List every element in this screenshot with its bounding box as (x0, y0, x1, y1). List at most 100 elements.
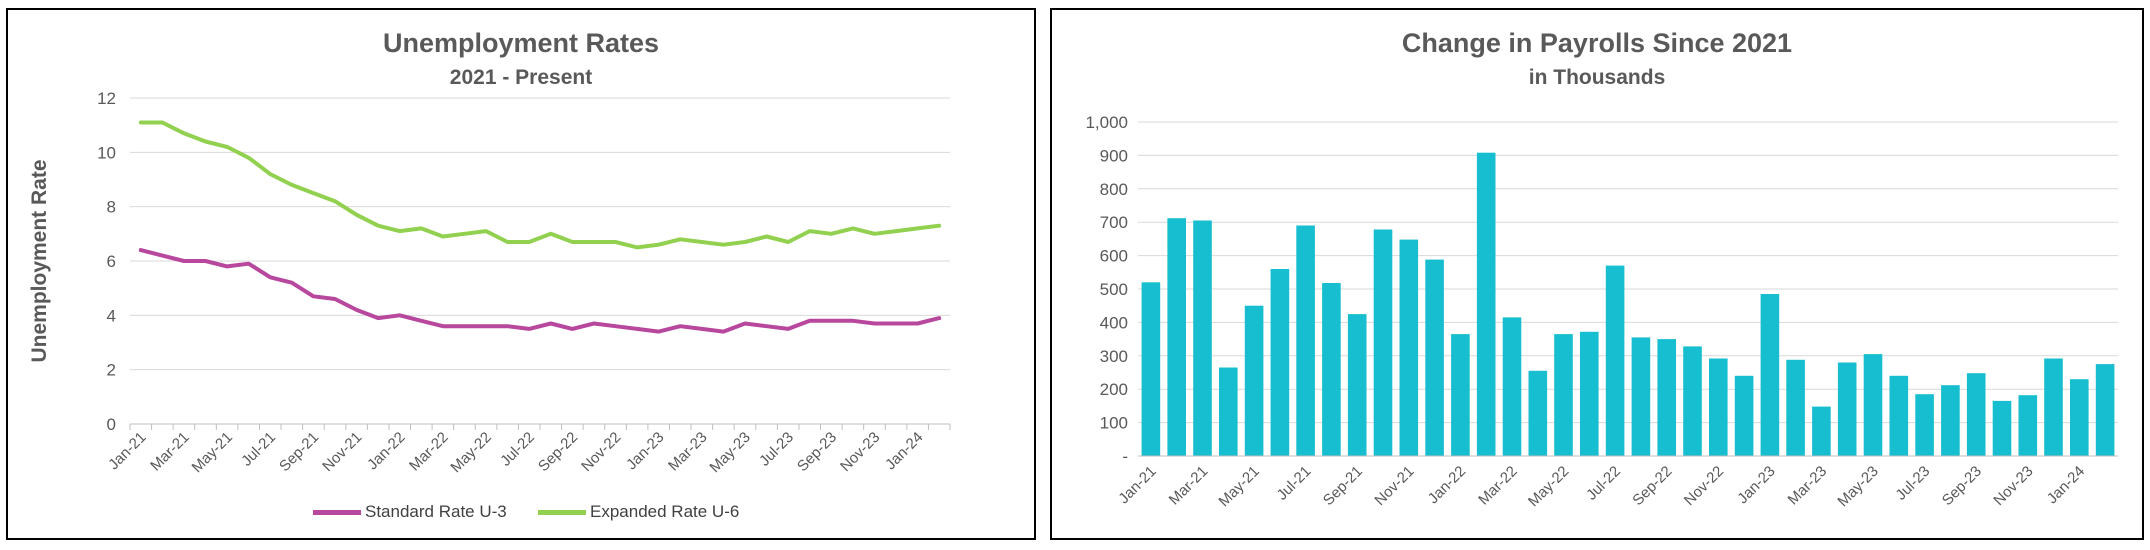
bar (1347, 314, 1367, 456)
y-tick-label: 600 (1100, 247, 1128, 266)
bar (1425, 259, 1444, 456)
bar (1476, 152, 1496, 456)
bar (1631, 337, 1651, 456)
bar (1709, 358, 1728, 456)
chart-title: Change in Payrolls Since 2021 (1401, 28, 1793, 58)
x-tick-label: Sep-22 (535, 429, 581, 475)
x-tick-label: Nov-22 (1681, 463, 1727, 509)
chart-subtitle: 2021 - Present (449, 66, 593, 89)
bar (1244, 305, 1264, 456)
x-tick-label: Nov-21 (1371, 463, 1417, 509)
payrolls-chart-panel: Change in Payrolls Since 2021 in Thousan… (1050, 8, 2144, 540)
bar (1296, 225, 1315, 456)
bar (1992, 400, 2012, 456)
y-tick-label: 300 (1100, 347, 1128, 366)
x-tick-label: Nov-23 (1990, 463, 2036, 509)
bar (2018, 395, 2038, 456)
x-tick-label: Mar-23 (665, 429, 711, 475)
x-tick-label: Sep-23 (794, 429, 840, 475)
x-tick-label: Jan-22 (364, 429, 408, 473)
y-tick-label: 700 (1100, 213, 1128, 232)
x-tick-label: Jul-21 (1274, 463, 1315, 504)
x-tick-label: May-22 (1525, 463, 1572, 510)
chart-subtitle: in Thousands (1528, 66, 1666, 89)
x-tick-label: May-21 (1215, 463, 1262, 510)
x-tick-label: Nov-21 (319, 429, 365, 475)
bar (1941, 385, 1960, 456)
bar (1657, 339, 1676, 456)
bar (1373, 229, 1393, 456)
x-tick-label: Jan-23 (623, 429, 667, 473)
bar (1889, 375, 1909, 456)
bar (1451, 334, 1470, 456)
bar (1683, 346, 1702, 456)
y-tick-label: 500 (1100, 280, 1128, 299)
y-tick-label: 8 (107, 198, 116, 217)
x-tick-label: May-21 (189, 429, 236, 476)
y-tick-label: 900 (1100, 146, 1128, 165)
bar (1322, 283, 1341, 456)
bar (1837, 362, 1857, 456)
bar (1270, 269, 1290, 456)
y-tick-label: 0 (107, 415, 116, 434)
x-tick-label: Jul-21 (238, 429, 279, 470)
unemployment-chart-panel: Unemployment Rates 2021 - Present 0 2 4 6 8 1… (6, 8, 1036, 540)
x-tick-label: Jan-24 (882, 429, 926, 473)
x-tick-label: Sep-22 (1629, 463, 1675, 509)
legend-swatch-u3 (313, 509, 361, 515)
y-tick-label: 12 (97, 89, 116, 108)
x-tick-label: May-23 (706, 429, 753, 476)
bar (1219, 367, 1238, 456)
x-tick-label: Jul-23 (1892, 463, 1933, 504)
x-tick-label: Jan-24 (2044, 463, 2088, 507)
bar (1167, 218, 1186, 456)
bar (1580, 331, 1599, 456)
legend-item-u3: Standard Rate U-3 (313, 502, 507, 522)
y-tick-label: 4 (107, 306, 116, 325)
bar (1915, 394, 1934, 456)
y-axis-label: Unemployment Rate (28, 159, 51, 362)
series-line-u3 (138, 248, 942, 334)
legend-label-u6: Expanded Rate U-6 (590, 502, 740, 521)
x-tick-label: Jan-22 (1425, 463, 1469, 507)
y-tick-label: - (1122, 447, 1128, 466)
x-tick-label: May-23 (1834, 463, 1881, 510)
bar (2070, 379, 2089, 456)
bar (1141, 282, 1161, 456)
bar (1760, 294, 1780, 456)
x-tick-label: Sep-21 (1320, 463, 1366, 509)
y-tick-label: 2 (107, 361, 116, 380)
x-tick-label: Jan-21 (105, 429, 149, 473)
y-tick-label: 400 (1100, 313, 1128, 332)
x-tick-label: Jan-21 (1115, 463, 1159, 507)
bar (2095, 364, 2115, 456)
x-tick-label: Jul-23 (756, 429, 797, 470)
x-tick-label: May-22 (447, 429, 494, 476)
bar (1605, 265, 1625, 456)
x-tick-label: Mar-21 (1166, 463, 1212, 509)
series-line-u6 (138, 120, 942, 250)
x-tick-label: Nov-23 (837, 429, 883, 475)
x-tick-label: Mar-21 (147, 429, 193, 475)
bar (1399, 239, 1419, 456)
x-tick-label: Jul-22 (1583, 463, 1624, 504)
bar (1812, 406, 1831, 456)
bar (1528, 370, 1548, 456)
bar (1193, 220, 1212, 456)
x-tick-label: Jul-22 (497, 429, 538, 470)
x-tick-label: Sep-21 (276, 429, 322, 475)
bar (1554, 334, 1573, 456)
y-tick-label: 200 (1100, 380, 1128, 399)
bar (1966, 373, 1986, 456)
chart-title: Unemployment Rates (382, 28, 660, 58)
legend-label-u3: Standard Rate U-3 (365, 502, 507, 521)
y-tick-label: 800 (1100, 180, 1128, 199)
legend-swatch-u6 (538, 509, 586, 515)
bar (2044, 358, 2063, 456)
y-tick-label: 100 (1100, 414, 1128, 433)
y-tick-label: 6 (107, 252, 116, 271)
x-tick-label: Mar-22 (406, 429, 452, 475)
bar (1863, 354, 1883, 456)
